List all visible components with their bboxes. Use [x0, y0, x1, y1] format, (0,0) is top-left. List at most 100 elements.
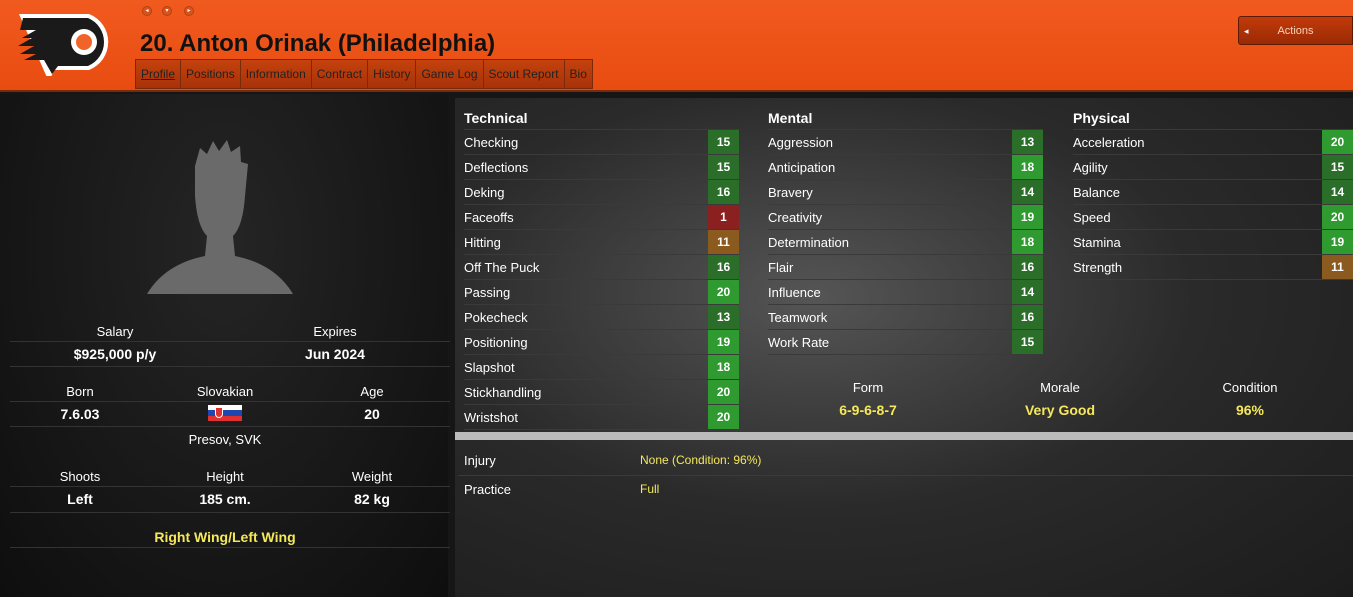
attribute-value: 20 — [1322, 130, 1353, 154]
attribute-value: 19 — [1322, 230, 1353, 254]
attribute-row: Positioning 19 — [464, 330, 739, 355]
attribute-value: 19 — [708, 330, 739, 354]
injury-label: Injury — [464, 453, 496, 468]
mental-column: Mental Aggression 13 Anticipation 18 Bravery 1… — [768, 106, 1043, 355]
tab-game-log[interactable]: Game Log — [416, 60, 484, 88]
attribute-name: Strength — [1073, 259, 1123, 275]
tab-profile[interactable]: Profile — [136, 60, 182, 88]
attribute-name: Stamina — [1073, 234, 1121, 250]
form-label: Form — [852, 380, 884, 395]
physical-column: Physical Acceleration 20 Agility 15 Balance 14… — [1073, 106, 1353, 280]
expires-label: Expires — [313, 324, 357, 339]
tab-contract[interactable]: Contract — [311, 60, 369, 88]
tab-history[interactable]: History — [368, 60, 417, 88]
profile-panel: Salary $925,000 p/y Expires Jun 2024 Bor… — [0, 94, 450, 597]
attribute-name: Creativity — [768, 209, 823, 225]
expires-value: Jun 2024 — [305, 346, 365, 362]
attribute-row: Faceoffs 1 — [464, 205, 739, 230]
height-label: Height — [206, 469, 244, 484]
born-value: 7.6.03 — [60, 406, 100, 422]
practice-label: Practice — [464, 482, 511, 497]
position-value: Right Wing/Left Wing — [154, 529, 296, 545]
attribute-value: 16 — [1012, 305, 1043, 329]
player-silhouette — [147, 140, 293, 294]
attribute-name: Acceleration — [1073, 134, 1145, 150]
attribute-value: 16 — [708, 180, 739, 204]
tab-information[interactable]: Information — [240, 60, 312, 88]
shoots-label: Shoots — [59, 469, 101, 484]
attribute-row: Anticipation 18 — [768, 155, 1043, 180]
salary-label: Salary — [96, 324, 134, 339]
attribute-name: Teamwork — [768, 309, 828, 325]
attribute-name: Flair — [768, 259, 794, 275]
attribute-name: Off The Puck — [464, 259, 540, 275]
header: ◂ ▾ ▸ 20. Anton Orinak (Philadelphia) Pr… — [0, 0, 1353, 92]
attribute-value: 14 — [1012, 180, 1043, 204]
menu-button[interactable]: ▾ — [162, 6, 172, 16]
attribute-row: Teamwork 16 — [768, 305, 1043, 330]
attribute-row: Aggression 13 — [768, 130, 1043, 155]
age-value: 20 — [364, 406, 380, 422]
attribute-name: Deflections — [464, 159, 529, 175]
attribute-row: Deking 16 — [464, 180, 739, 205]
condition-value: 96% — [1235, 402, 1265, 418]
attribute-value: 15 — [1012, 330, 1043, 354]
back-button[interactable]: ◂ — [142, 6, 152, 16]
technical-heading: Technical — [464, 106, 739, 130]
page-title: 20. Anton Orinak (Philadelphia) — [140, 30, 496, 57]
attribute-name: Slapshot — [464, 359, 515, 375]
divider — [455, 432, 1353, 440]
attribute-row: Acceleration 20 — [1073, 130, 1353, 155]
attribute-name: Agility — [1073, 159, 1108, 175]
attribute-value: 18 — [1012, 155, 1043, 179]
attribute-name: Wristshot — [464, 409, 518, 425]
weight-value: 82 kg — [354, 491, 390, 507]
attribute-row: Work Rate 15 — [768, 330, 1043, 355]
injury-value: None (Condition: 96%) — [640, 453, 762, 467]
height-value: 185 cm. — [199, 491, 251, 507]
attribute-value: 11 — [1322, 255, 1353, 279]
attribute-name: Speed — [1073, 209, 1111, 225]
attribute-name: Determination — [768, 234, 849, 250]
attribute-value: 14 — [1322, 180, 1353, 204]
attribute-name: Balance — [1073, 184, 1120, 200]
attribute-row: Slapshot 18 — [464, 355, 739, 380]
attributes-panel — [455, 98, 1353, 597]
attribute-name: Deking — [464, 184, 505, 200]
attribute-row: Agility 15 — [1073, 155, 1353, 180]
attribute-row: Passing 20 — [464, 280, 739, 305]
actions-button[interactable]: Actions — [1238, 16, 1353, 45]
attribute-row: Flair 16 — [768, 255, 1043, 280]
attribute-value: 13 — [708, 305, 739, 329]
practice-value: Full — [640, 482, 660, 496]
tab-bar: Profile Positions Information Contract Histo… — [135, 59, 593, 89]
attribute-row: Deflections 15 — [464, 155, 739, 180]
attribute-value: 20 — [708, 280, 739, 304]
attribute-name: Checking — [464, 134, 519, 150]
attribute-value: 11 — [708, 230, 739, 254]
attribute-name: Work Rate — [768, 334, 830, 350]
age-label: Age — [360, 384, 384, 399]
attribute-row: Creativity 19 — [768, 205, 1043, 230]
tab-bio[interactable]: Bio — [564, 60, 592, 88]
attribute-value: 15 — [708, 130, 739, 154]
attribute-row: Stickhandling 20 — [464, 380, 739, 405]
nationality-label: Slovakian — [196, 384, 254, 399]
attribute-row: Checking 15 — [464, 130, 739, 155]
attribute-name: Faceoffs — [464, 209, 514, 225]
physical-heading: Physical — [1073, 106, 1353, 130]
attribute-row: Stamina 19 — [1073, 230, 1353, 255]
salary-value: $925,000 p/y — [73, 346, 157, 362]
attribute-value: 20 — [708, 405, 739, 429]
attribute-value: 13 — [1012, 130, 1043, 154]
team-logo — [18, 14, 109, 76]
attribute-name: Anticipation — [768, 159, 836, 175]
form-value: 6-9-6-8-7 — [839, 402, 897, 418]
attribute-row: Off The Puck 16 — [464, 255, 739, 280]
tab-scout-report[interactable]: Scout Report — [483, 60, 565, 88]
attribute-row: Strength 11 — [1073, 255, 1353, 280]
attribute-value: 15 — [708, 155, 739, 179]
tab-positions[interactable]: Positions — [181, 60, 241, 88]
attribute-value: 18 — [708, 355, 739, 379]
forward-button[interactable]: ▸ — [184, 6, 194, 16]
